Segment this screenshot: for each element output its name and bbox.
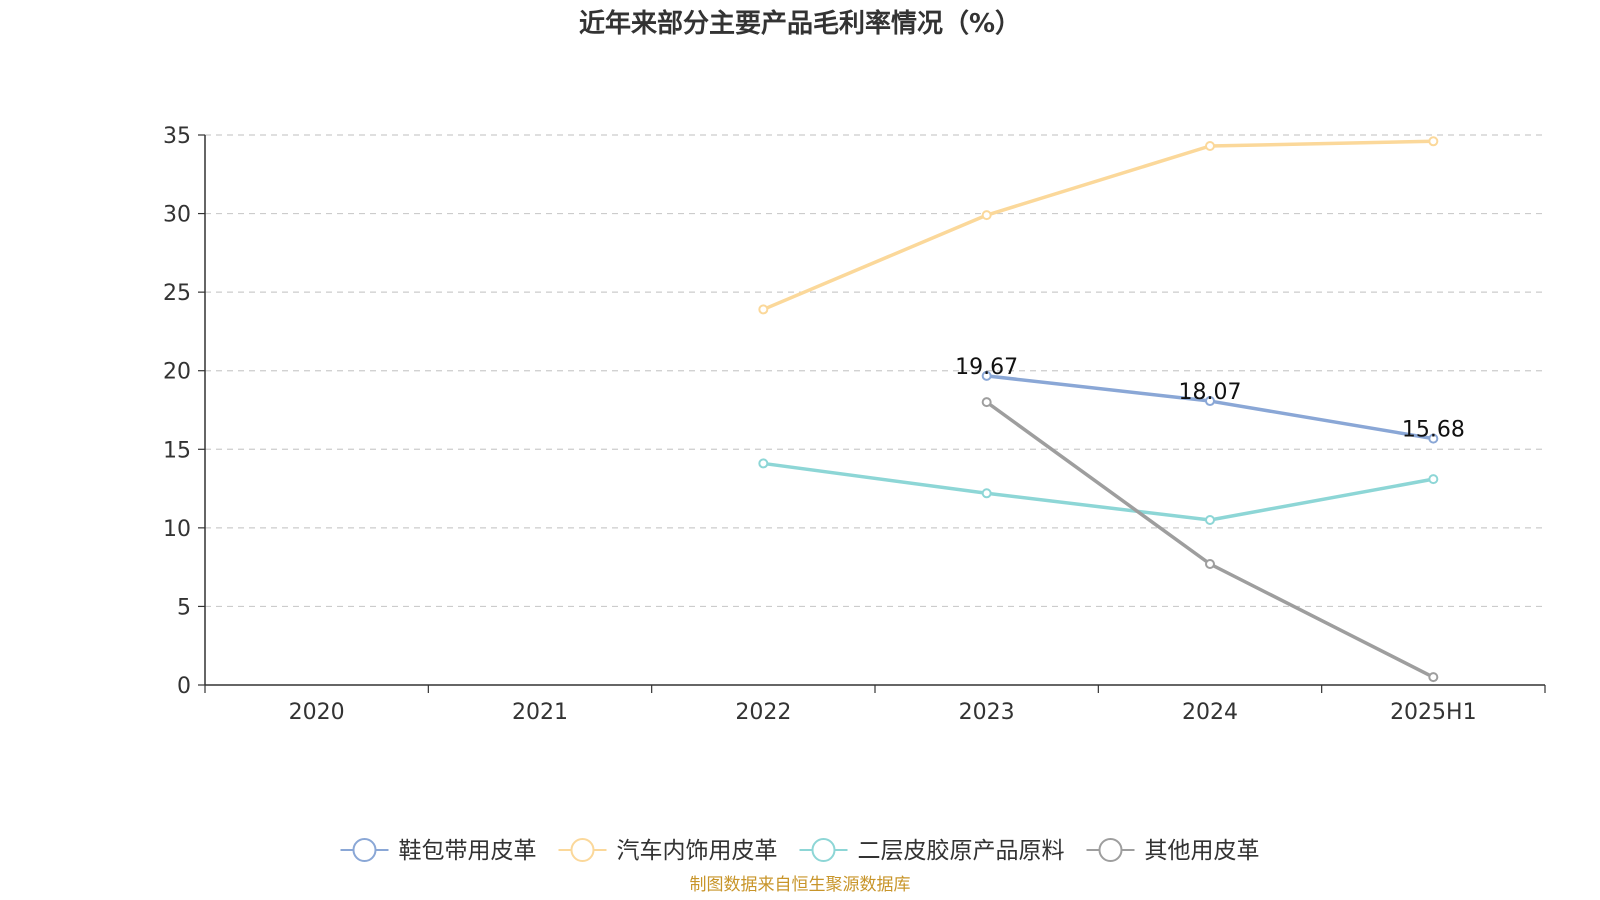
legend-item[interactable]: 其他用皮革	[1086, 838, 1260, 864]
data-point[interactable]	[1205, 559, 1215, 569]
source-note: 制图数据来自恒生聚源数据库	[690, 875, 911, 895]
data-point[interactable]	[1428, 474, 1439, 485]
data-point[interactable]	[981, 397, 992, 408]
legend-item[interactable]: 二层皮胶原产品原料	[799, 838, 1065, 864]
series-line	[762, 139, 1434, 312]
data-point[interactable]	[981, 370, 992, 381]
legend-label: 其他用皮革	[1145, 838, 1260, 864]
x-tick-label: 2020	[289, 700, 345, 725]
data-point[interactable]	[1205, 515, 1215, 525]
data-label: 15.68	[1402, 418, 1465, 443]
axes: 0 5 10 15 20 25 30 35 2020 2021 2022 2023 2024 2025H1	[163, 124, 1546, 725]
data-point[interactable]	[1428, 136, 1439, 147]
legend-marker	[811, 838, 836, 862]
y-tick-label: 25	[163, 281, 191, 306]
data-labels: 19.67 18.07 15.68	[955, 355, 1465, 443]
y-tick-label: 5	[177, 595, 191, 620]
legend-item[interactable]: 汽车内饰用皮革	[558, 838, 778, 864]
legend-marker	[1098, 838, 1123, 862]
y-tick-label: 10	[163, 517, 191, 542]
y-tick-label: 20	[163, 360, 191, 385]
x-tick-label: 2022	[735, 700, 791, 725]
data-point[interactable]	[981, 488, 992, 499]
y-tick-label: 0	[177, 674, 191, 699]
data-point[interactable]	[981, 210, 992, 221]
y-tick-label: 15	[163, 438, 191, 463]
x-tick-label: 2023	[959, 700, 1015, 725]
legend-label: 二层皮胶原产品原料	[858, 838, 1065, 864]
legend-label: 鞋包带用皮革	[399, 838, 537, 864]
data-point[interactable]	[758, 304, 769, 315]
legend-label: 汽车内饰用皮革	[617, 838, 778, 864]
data-point[interactable]	[1428, 672, 1439, 683]
x-tick-label: 2024	[1182, 700, 1238, 725]
legend-item[interactable]: 鞋包带用皮革	[340, 838, 537, 864]
data-label: 18.07	[1179, 380, 1242, 405]
y-tick-label: 35	[163, 124, 191, 149]
data-label: 19.67	[955, 355, 1018, 380]
y-tick-label: 30	[163, 203, 191, 228]
data-point[interactable]	[758, 458, 769, 469]
x-tick-label: 2021	[512, 700, 568, 725]
x-tick-label: 2025H1	[1390, 700, 1477, 725]
data-point[interactable]	[1205, 141, 1215, 151]
data-point[interactable]	[1428, 433, 1439, 444]
legend-marker	[570, 838, 595, 862]
grid-lines	[205, 134, 1545, 608]
data-point[interactable]	[1205, 396, 1215, 407]
chart-title: 近年来部分主要产品毛利率情况（%）	[579, 8, 1021, 39]
series-line	[763, 461, 1434, 522]
legend-marker	[352, 838, 377, 862]
series-group	[758, 136, 1439, 683]
series-line	[985, 400, 1435, 679]
legend[interactable]: 鞋包带用皮革 汽车内饰用皮革 二层皮胶原产品原料 其他用皮革	[340, 838, 1260, 864]
